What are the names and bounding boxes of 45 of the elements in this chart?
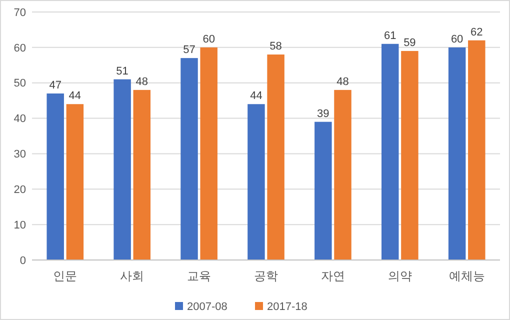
y-tick-label: 30 bbox=[14, 148, 26, 161]
bar bbox=[66, 104, 84, 260]
x-tick-label: 인문 bbox=[53, 269, 78, 283]
x-tick-label: 예체능 bbox=[448, 269, 485, 283]
data-label: 51 bbox=[116, 65, 128, 78]
bar bbox=[401, 50, 418, 260]
x-tick-label: 사회 bbox=[120, 269, 144, 283]
bar bbox=[248, 104, 265, 260]
bar bbox=[267, 54, 284, 260]
bar bbox=[180, 58, 198, 260]
bar bbox=[381, 44, 399, 260]
bar bbox=[314, 122, 332, 260]
bar bbox=[114, 79, 131, 260]
bar bbox=[334, 90, 352, 260]
legend-label: 2017-18 bbox=[267, 300, 308, 313]
data-label: 58 bbox=[270, 40, 282, 53]
data-label: 62 bbox=[470, 26, 483, 38]
y-tick-label: 40 bbox=[14, 113, 26, 126]
x-tick-label: 자연 bbox=[320, 269, 345, 283]
data-label: 60 bbox=[202, 33, 215, 46]
x-tick-label: 공학 bbox=[254, 269, 278, 283]
data-label: 60 bbox=[450, 33, 464, 46]
y-tick-label: 50 bbox=[14, 78, 26, 90]
y-tick-label: 70 bbox=[14, 6, 26, 19]
bar bbox=[200, 47, 218, 260]
bar bbox=[468, 40, 486, 260]
x-tick-label: 의약 bbox=[388, 269, 412, 283]
y-tick-label: 0 bbox=[20, 254, 26, 267]
data-label: 39 bbox=[317, 108, 330, 120]
y-tick-label: 20 bbox=[14, 184, 26, 196]
legend-label: 2007-08 bbox=[187, 300, 228, 313]
data-label: 57 bbox=[183, 44, 196, 56]
data-label: 48 bbox=[336, 76, 349, 88]
y-tick-label: 10 bbox=[14, 219, 26, 232]
bar bbox=[46, 93, 64, 260]
data-label: 44 bbox=[250, 90, 262, 102]
x-tick-label: 교육 bbox=[187, 269, 212, 283]
data-label: 59 bbox=[404, 36, 416, 49]
data-label: 47 bbox=[49, 79, 62, 92]
data-label: 61 bbox=[384, 30, 396, 42]
bar bbox=[448, 47, 466, 260]
bar bbox=[133, 90, 151, 260]
data-label: 44 bbox=[68, 90, 82, 102]
data-label: 48 bbox=[136, 76, 148, 88]
y-tick-label: 60 bbox=[14, 42, 26, 54]
